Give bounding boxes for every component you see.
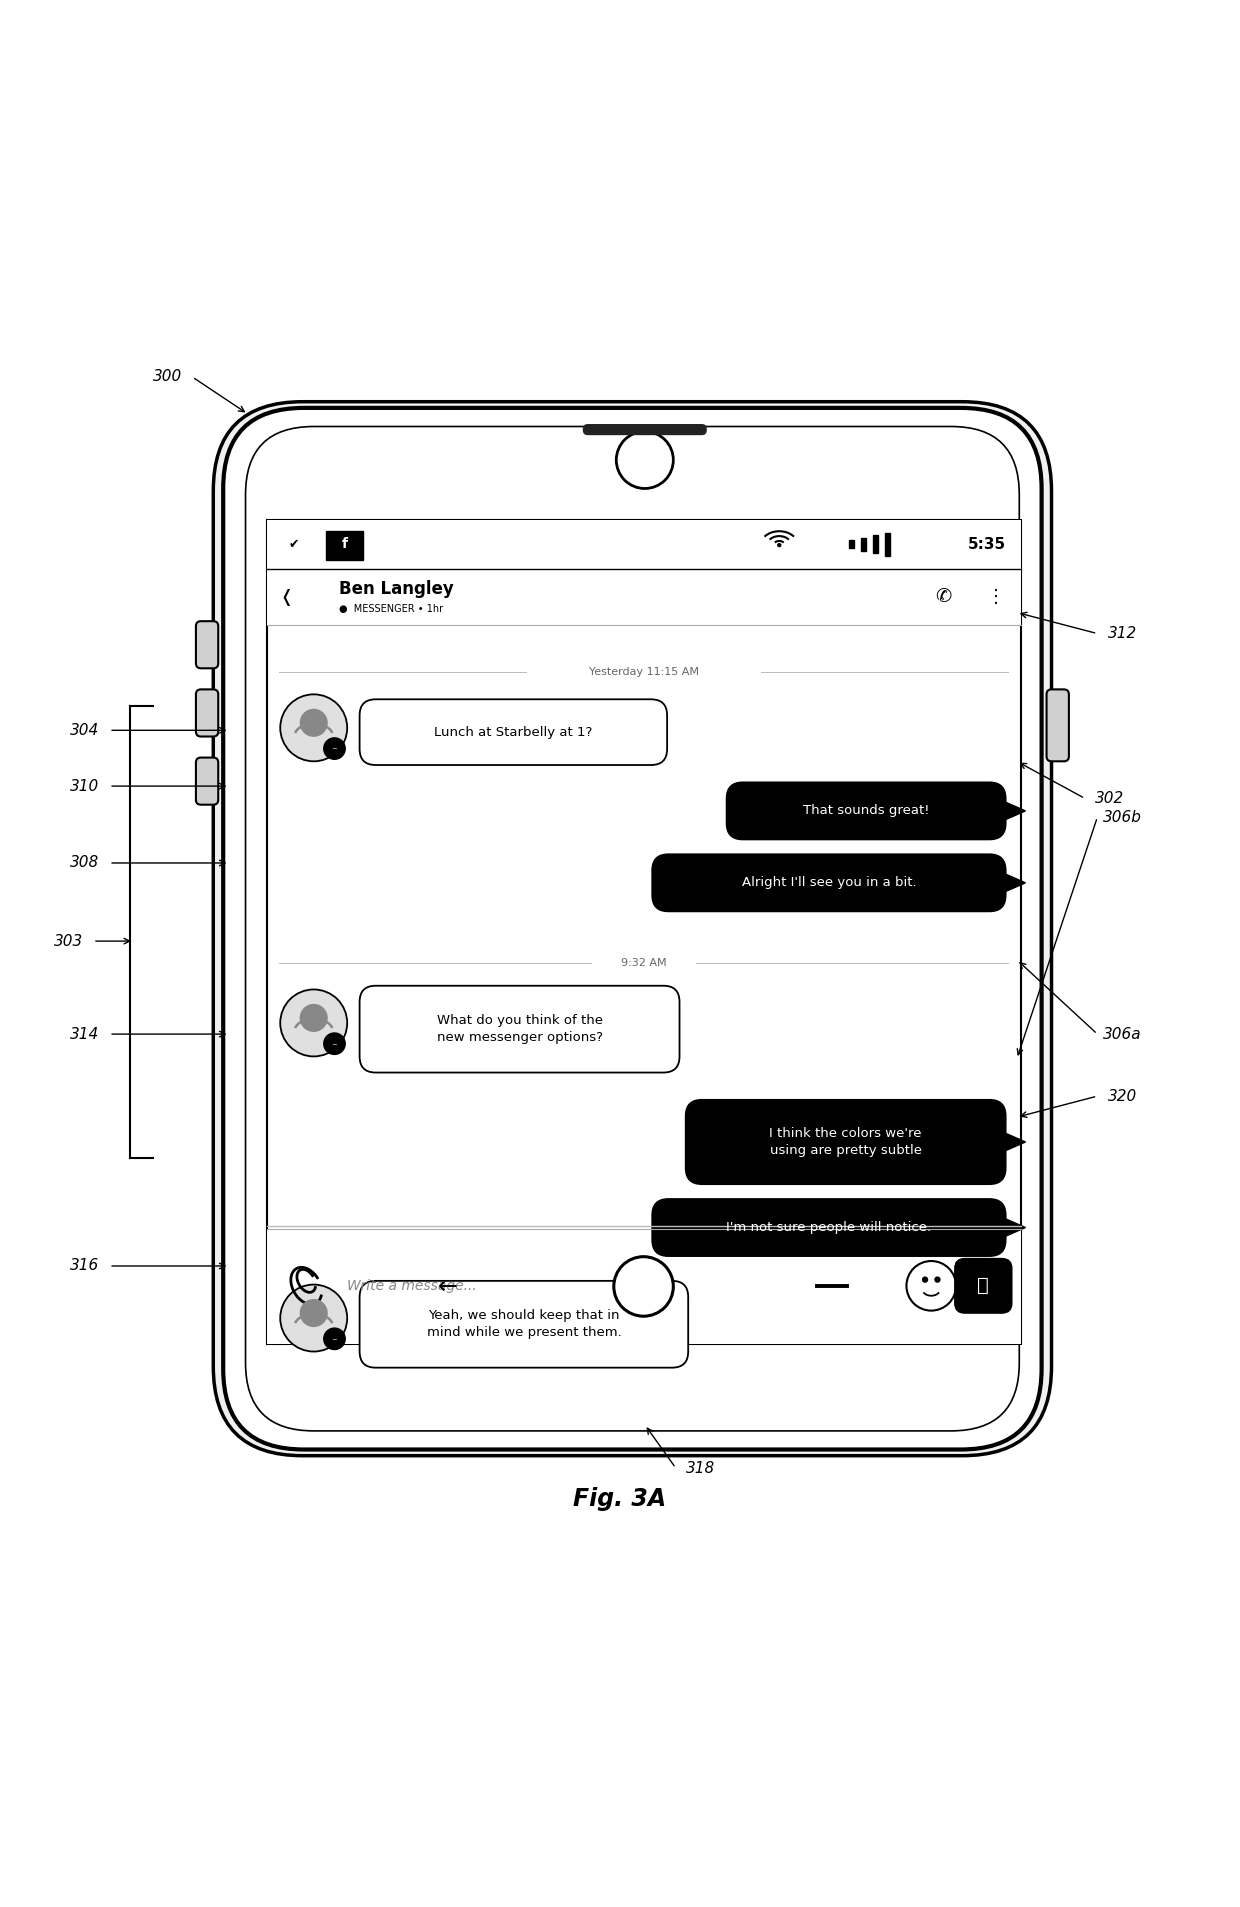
Text: ●  MESSENGER • 1hr: ● MESSENGER • 1hr xyxy=(339,605,443,614)
Polygon shape xyxy=(1006,1133,1025,1150)
Circle shape xyxy=(614,1257,673,1316)
Text: 5:35: 5:35 xyxy=(967,536,1006,551)
FancyBboxPatch shape xyxy=(955,1259,1012,1314)
Text: 316: 316 xyxy=(69,1259,99,1274)
Text: ✔: ✔ xyxy=(289,538,299,551)
Text: Yeah, we should keep that in
mind while we present them.: Yeah, we should keep that in mind while … xyxy=(427,1310,621,1339)
Circle shape xyxy=(935,1278,940,1282)
Text: Lunch at Starbelly at 1?: Lunch at Starbelly at 1? xyxy=(434,727,593,738)
Text: ~: ~ xyxy=(331,746,337,753)
Text: I think the colors we're
using are pretty subtle: I think the colors we're using are prett… xyxy=(770,1127,921,1158)
FancyBboxPatch shape xyxy=(849,540,854,549)
Text: What do you think of the
new messenger options?: What do you think of the new messenger o… xyxy=(436,1015,603,1045)
FancyBboxPatch shape xyxy=(196,757,218,805)
FancyBboxPatch shape xyxy=(267,568,1021,625)
Text: ~: ~ xyxy=(331,1041,337,1047)
FancyBboxPatch shape xyxy=(196,688,218,736)
Text: ⋮: ⋮ xyxy=(987,587,1004,606)
FancyBboxPatch shape xyxy=(1047,688,1069,761)
FancyBboxPatch shape xyxy=(686,1100,1006,1184)
Text: Ben Langley: Ben Langley xyxy=(339,580,454,597)
Circle shape xyxy=(923,1278,928,1282)
Text: ←: ← xyxy=(438,1274,458,1299)
Circle shape xyxy=(616,431,673,488)
Circle shape xyxy=(777,543,781,547)
FancyBboxPatch shape xyxy=(196,622,218,667)
Polygon shape xyxy=(1006,1219,1025,1236)
Polygon shape xyxy=(1006,873,1025,891)
Text: ❬: ❬ xyxy=(279,587,294,606)
Text: 306a: 306a xyxy=(1102,1026,1142,1041)
Circle shape xyxy=(280,990,347,1056)
FancyBboxPatch shape xyxy=(213,402,1052,1455)
Text: f: f xyxy=(342,538,347,551)
Text: 304: 304 xyxy=(69,723,99,738)
Text: Yesterday 11:15 AM: Yesterday 11:15 AM xyxy=(589,667,698,677)
Circle shape xyxy=(300,1003,327,1032)
FancyBboxPatch shape xyxy=(360,700,667,765)
FancyBboxPatch shape xyxy=(267,519,1021,568)
Circle shape xyxy=(324,1034,345,1055)
FancyBboxPatch shape xyxy=(360,1282,688,1367)
Text: I'm not sure people will notice.: I'm not sure people will notice. xyxy=(727,1220,931,1234)
Text: That sounds great!: That sounds great! xyxy=(802,805,930,818)
Text: 318: 318 xyxy=(686,1461,715,1476)
FancyBboxPatch shape xyxy=(360,986,680,1072)
FancyBboxPatch shape xyxy=(267,1230,1021,1343)
FancyBboxPatch shape xyxy=(652,1200,1006,1257)
Text: 302: 302 xyxy=(1095,791,1125,807)
Text: ✆: ✆ xyxy=(935,587,952,606)
FancyBboxPatch shape xyxy=(267,1228,1021,1344)
FancyBboxPatch shape xyxy=(223,408,1042,1449)
FancyBboxPatch shape xyxy=(873,536,878,553)
Circle shape xyxy=(280,1285,347,1352)
Text: 300: 300 xyxy=(153,370,182,385)
Polygon shape xyxy=(1006,803,1025,820)
Circle shape xyxy=(324,1327,345,1350)
FancyBboxPatch shape xyxy=(885,532,890,555)
Circle shape xyxy=(300,709,327,736)
Text: 308: 308 xyxy=(69,856,99,870)
Text: 310: 310 xyxy=(69,778,99,793)
FancyBboxPatch shape xyxy=(326,530,363,561)
Circle shape xyxy=(280,694,347,761)
Text: 320: 320 xyxy=(1107,1089,1137,1104)
Text: 312: 312 xyxy=(1107,625,1137,641)
Text: 306b: 306b xyxy=(1102,810,1142,824)
Text: Alright I'll see you in a bit.: Alright I'll see you in a bit. xyxy=(742,877,916,889)
Text: 9:32 AM: 9:32 AM xyxy=(621,959,666,969)
Text: Fig. 3A: Fig. 3A xyxy=(573,1487,667,1510)
Circle shape xyxy=(906,1261,956,1310)
Circle shape xyxy=(324,738,345,759)
FancyBboxPatch shape xyxy=(652,854,1006,912)
Text: ~: ~ xyxy=(331,1337,337,1343)
FancyBboxPatch shape xyxy=(267,519,1021,1344)
Text: 303: 303 xyxy=(53,934,83,948)
FancyBboxPatch shape xyxy=(862,538,867,551)
FancyBboxPatch shape xyxy=(246,427,1019,1430)
Text: Write a message...: Write a message... xyxy=(347,1280,477,1293)
Text: 314: 314 xyxy=(69,1026,99,1041)
FancyBboxPatch shape xyxy=(727,782,1006,839)
FancyBboxPatch shape xyxy=(583,423,707,435)
Circle shape xyxy=(300,1299,327,1327)
Text: 👍: 👍 xyxy=(977,1276,990,1295)
